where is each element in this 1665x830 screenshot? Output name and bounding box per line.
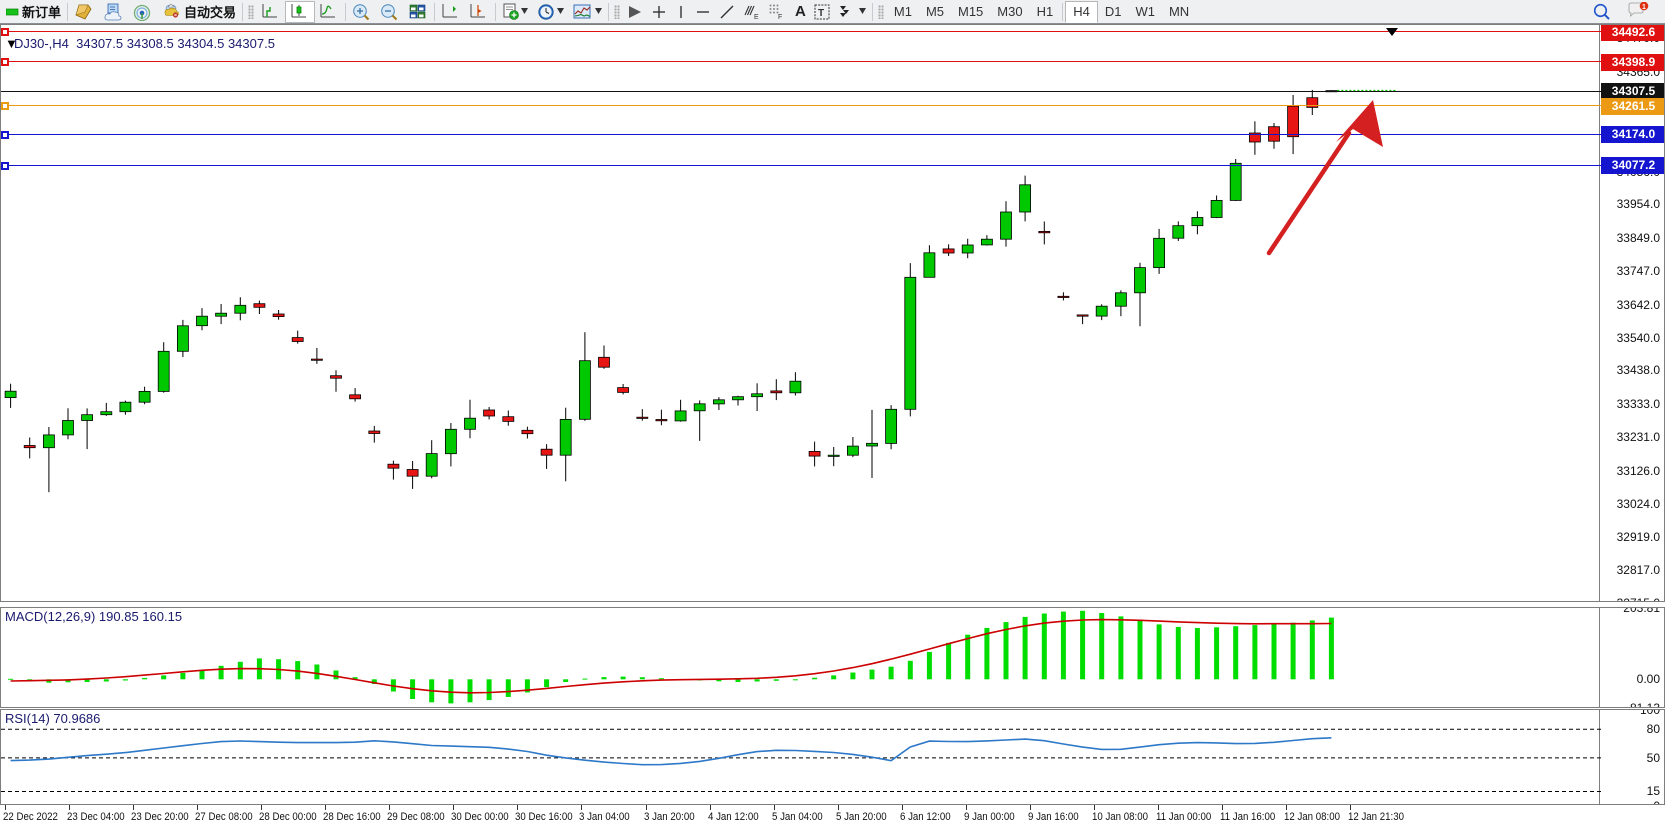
- svg-text:1: 1: [1642, 4, 1646, 11]
- svg-text:F: F: [778, 14, 782, 20]
- svg-text:T: T: [818, 8, 824, 19]
- svg-text:E: E: [754, 14, 759, 20]
